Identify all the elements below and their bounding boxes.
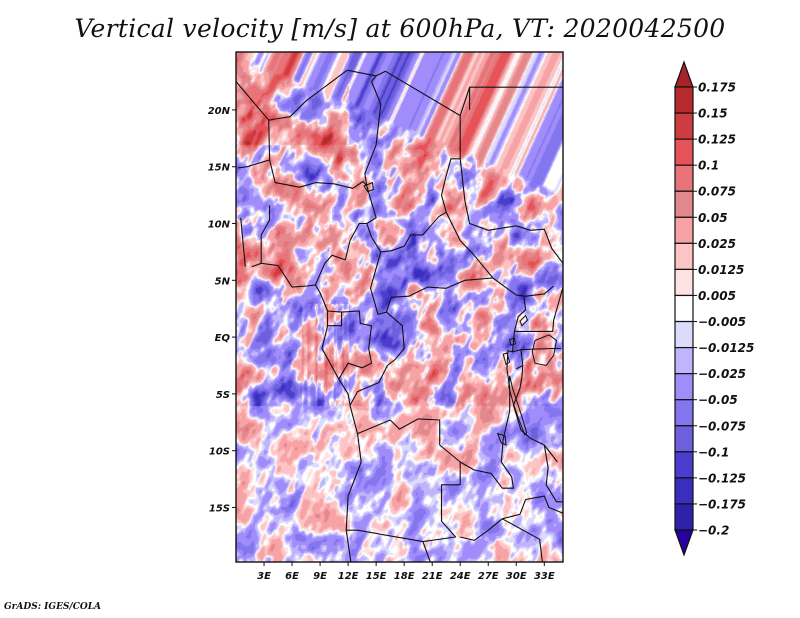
country-border <box>512 349 524 370</box>
colorbar-swatch <box>674 477 694 505</box>
map-frame <box>235 51 564 563</box>
y-axis: 20N 15N 10N 5N EQ 5S 10S 15S <box>208 106 236 514</box>
country-border <box>459 158 564 264</box>
colorbar-swatch <box>674 503 694 531</box>
colorbar-label: 0.175 <box>698 81 736 95</box>
country-border <box>459 86 471 116</box>
lake-outline <box>363 181 374 193</box>
x-tick-label: 27E <box>478 571 499 582</box>
country-border <box>240 217 246 267</box>
colorbar-label: −0.125 <box>698 471 746 485</box>
x-tick-label: 12E <box>338 571 359 582</box>
colorbar-label: 0.1 <box>698 159 719 173</box>
x-tick-label: 9E <box>313 571 327 582</box>
country-border <box>369 251 493 315</box>
lake-outline <box>519 314 529 327</box>
colorbar-swatch <box>674 190 694 218</box>
country-border <box>502 518 543 563</box>
colorbar-label: 0.15 <box>698 107 728 121</box>
colorbar-label: 0.05 <box>698 211 728 225</box>
colorbar-swatch <box>674 451 694 479</box>
country-border <box>422 541 431 563</box>
x-tick-label: 18E <box>394 571 415 582</box>
country-border <box>327 310 373 380</box>
colorbar-swatch <box>674 216 694 244</box>
colorbar-swatch <box>674 112 694 140</box>
colorbar-label: 0.005 <box>698 289 736 303</box>
country-border <box>251 205 271 268</box>
y-tick-label: 15N <box>208 163 231 174</box>
colorbar-swatch <box>674 242 694 271</box>
colorbar-swatch <box>674 86 694 114</box>
lake-outline <box>502 352 511 366</box>
y-tick-label: 15S <box>209 503 230 514</box>
country-border <box>349 311 405 406</box>
vertical-velocity-field <box>236 52 563 562</box>
colorbar-label: 0.025 <box>698 237 736 251</box>
lake-outline <box>531 334 558 367</box>
colorbar-swatch <box>674 425 694 453</box>
country-border <box>261 262 362 563</box>
country-border <box>347 69 461 253</box>
y-tick-label: 5N <box>215 276 231 287</box>
colorbar-label: 0.075 <box>698 185 736 199</box>
colorbar-swatch <box>674 346 694 375</box>
lake-outline <box>496 432 507 446</box>
colorbar-swatch <box>674 138 694 166</box>
chart-title: Vertical velocity [m/s] at 600hPa, VT: 2… <box>74 14 726 43</box>
colorbar-label: −0.025 <box>698 367 746 381</box>
colorbar-label: −0.1 <box>698 445 729 459</box>
colorbar-label: −0.005 <box>698 315 746 329</box>
colorbar-label: −0.075 <box>698 419 746 433</box>
colorbar-swatch <box>674 320 694 349</box>
lake-outline <box>508 375 528 436</box>
colorbar-swatch <box>674 399 694 427</box>
country-border <box>543 444 563 503</box>
colorbar-label: 0.0125 <box>698 263 744 277</box>
country-border <box>346 418 461 543</box>
colorbar-label: −0.175 <box>698 497 746 511</box>
country-border <box>314 222 367 286</box>
x-axis: 3E 6E 9E 12E 15E 18E 21E 24E 27E 30E 33E <box>257 562 555 582</box>
colorbar-swatch <box>674 164 694 192</box>
colorbar-swatch <box>674 268 694 297</box>
country-border <box>269 159 368 189</box>
grads-credit: GrADS: IGES/COLA <box>4 602 102 612</box>
colorbar-swatch <box>674 373 694 401</box>
country-border <box>460 495 564 541</box>
colorbar-label: 0.125 <box>698 133 736 147</box>
country-border <box>520 347 562 351</box>
colorbar-min-arrow <box>674 529 694 557</box>
country-border <box>512 365 558 463</box>
country-border <box>237 120 271 169</box>
country-border <box>327 312 343 327</box>
x-tick-label: 6E <box>285 571 299 582</box>
x-tick-label: 3E <box>257 571 271 582</box>
x-tick-label: 30E <box>506 571 527 582</box>
colorbar-label: −0.0125 <box>698 341 754 355</box>
colorbar-legend: 0.175 0.15 0.125 0.1 0.075 0.05 0.025 0.0125 0.0… <box>674 60 754 557</box>
country-border <box>235 69 348 121</box>
y-tick-label: 5S <box>216 390 230 401</box>
country-borders <box>235 69 564 563</box>
x-tick-label: 24E <box>450 571 471 582</box>
colorbar-max-arrow <box>674 60 694 88</box>
y-tick-label: 10S <box>209 447 230 458</box>
colorbar-swatch <box>674 294 694 323</box>
colorbar-label: −0.2 <box>698 524 729 538</box>
country-border <box>459 296 527 489</box>
x-tick-label: 33E <box>534 571 555 582</box>
country-border <box>514 286 564 332</box>
y-tick-label: 20N <box>208 106 231 117</box>
x-tick-label: 15E <box>366 571 387 582</box>
country-border <box>445 211 555 297</box>
y-tick-label: 10N <box>208 220 231 231</box>
y-tick-label: EQ <box>215 333 231 344</box>
lake-outline <box>509 337 516 346</box>
colorbar-label: −0.05 <box>698 393 738 407</box>
x-tick-label: 21E <box>422 571 443 582</box>
